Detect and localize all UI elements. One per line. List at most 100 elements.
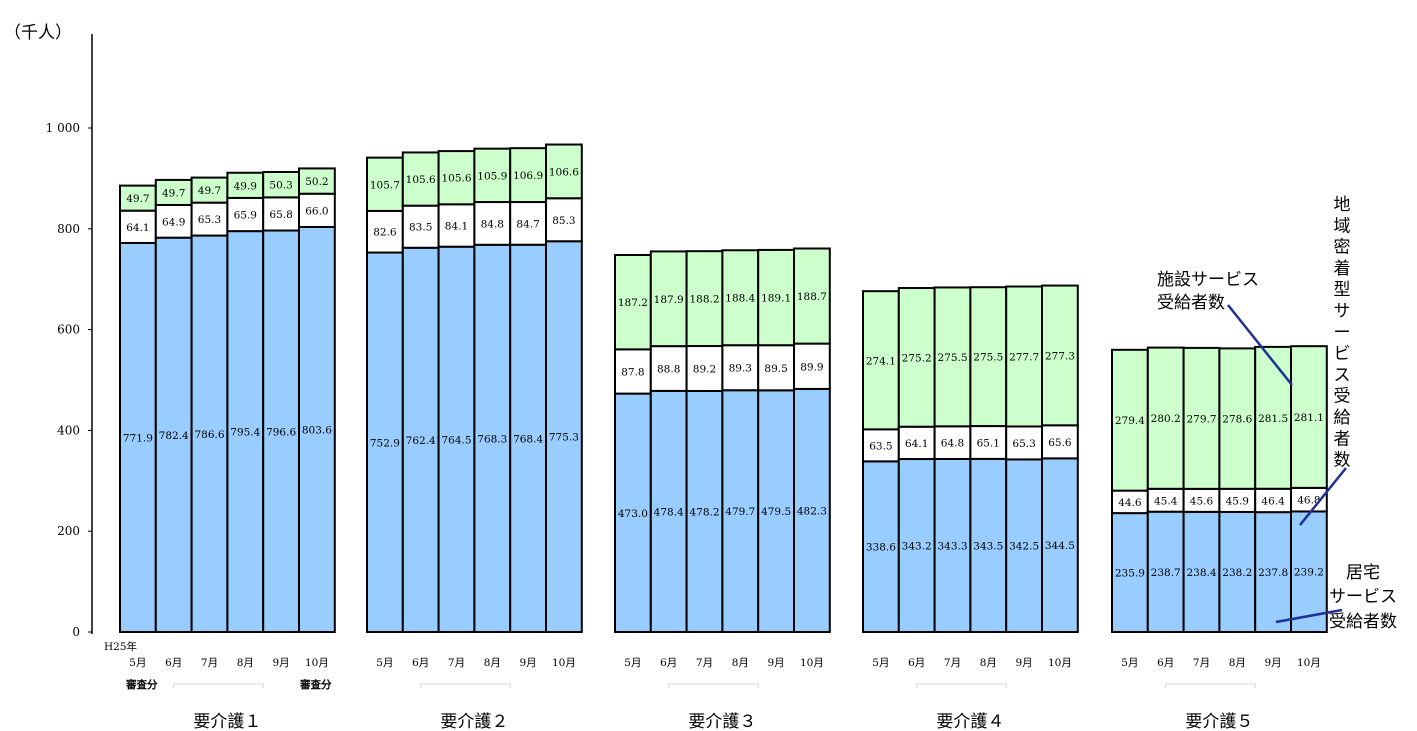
data-label-community: 63.5 <box>869 440 892 452</box>
annotation-community-char: 地 <box>1334 195 1351 215</box>
x-tick-label: 6月 <box>660 657 677 669</box>
bar-segment-facility <box>1146 346 1185 490</box>
data-label-facility: 105.9 <box>477 170 507 182</box>
bar-segment-community <box>862 428 900 463</box>
bar-segment-home <box>437 245 476 634</box>
bar-segment-home <box>969 457 1008 633</box>
bar-segment-community <box>401 204 440 249</box>
x-tick-label: 9月 <box>768 657 785 669</box>
bar-segment-facility <box>1218 347 1257 490</box>
bar-segment-home <box>757 389 796 633</box>
y-tick-label: 0 <box>72 625 80 639</box>
data-label-facility: 188.2 <box>689 294 719 306</box>
data-label-home: 482.3 <box>797 505 827 517</box>
bar-segment-home <box>933 457 972 633</box>
annotation-community-char: 者 <box>1334 429 1351 449</box>
x-tick-label: 5月 <box>129 657 146 669</box>
bar-segment-home <box>473 243 512 633</box>
data-label-community: 44.6 <box>1118 497 1142 509</box>
annotation-community-char: 着 <box>1334 259 1351 279</box>
data-label-home: 238.2 <box>1222 567 1252 579</box>
bar-segment-facility <box>119 184 157 212</box>
data-label-community: 65.3 <box>198 214 221 226</box>
y-tick-label: 1 000 <box>46 121 80 135</box>
data-label-home: 478.2 <box>689 506 719 518</box>
bar-segment-facility <box>509 147 548 204</box>
bar-segment-facility <box>685 250 724 348</box>
data-label-community: 84.8 <box>481 218 504 230</box>
bar-segment-facility <box>401 151 440 207</box>
data-label-home: 238.7 <box>1151 567 1181 579</box>
group-bracket <box>1165 683 1256 688</box>
data-label-facility: 278.6 <box>1222 414 1252 426</box>
x-tick-label: 10月 <box>800 657 824 669</box>
x-tick-label: 7月 <box>201 657 218 669</box>
data-label-facility: 50.2 <box>305 176 328 188</box>
annotation-community-char: 給 <box>1334 408 1351 428</box>
data-label-community: 84.7 <box>516 218 539 230</box>
data-label-community: 46.4 <box>1261 495 1285 507</box>
data-label-home: 343.2 <box>902 541 932 553</box>
note-first: 審査分 <box>125 678 158 691</box>
bar-segment-home <box>401 246 440 633</box>
data-label-home: 479.5 <box>761 506 791 518</box>
data-label-facility: 50.3 <box>269 180 292 192</box>
x-tick-label: 5月 <box>376 657 393 669</box>
bar-segment-home <box>1146 510 1185 633</box>
x-tick-label: 9月 <box>520 657 537 669</box>
x-tick-label: 8月 <box>484 657 501 669</box>
data-label-facility: 188.7 <box>797 291 827 303</box>
data-label-community: 65.1 <box>977 437 1000 449</box>
data-label-home: 235.9 <box>1115 568 1145 580</box>
bar-segment-facility <box>1254 345 1292 490</box>
annotation-community-char: 数 <box>1334 451 1351 471</box>
data-label-home: 343.3 <box>937 540 967 552</box>
x-tick-label: 6月 <box>412 657 429 669</box>
x-tick-label: 7月 <box>1193 657 1210 669</box>
y-axis: （千人） 0 200 400 600 800 1 000 <box>4 23 93 639</box>
bar-segment-community <box>366 209 404 254</box>
data-label-facility: 49.7 <box>198 185 221 197</box>
x-tick-label: 7月 <box>944 657 961 669</box>
note-last: 審査分 <box>299 678 332 691</box>
data-label-home: 343.5 <box>973 540 1003 552</box>
data-label-facility: 49.7 <box>126 193 149 205</box>
annotation-community-char: 型 <box>1334 280 1351 300</box>
data-label-home: 764.5 <box>441 434 471 446</box>
y-tick-label: 800 <box>57 222 80 236</box>
group-label: 要介護１ <box>193 712 261 731</box>
data-label-community: 87.8 <box>621 366 644 378</box>
data-label-home: 237.8 <box>1258 567 1288 579</box>
group-label: 要介護３ <box>688 712 756 731</box>
bar-segment-community <box>933 425 972 460</box>
bar-segment-community <box>473 201 512 246</box>
data-label-community: 83.5 <box>409 222 432 234</box>
data-label-facility: 275.5 <box>973 352 1003 364</box>
year-label: H25年 <box>104 640 137 653</box>
x-tick-label: 5月 <box>624 657 641 669</box>
annotation-facility-line1: 施設サービス <box>1157 270 1259 290</box>
x-tick-label: 8月 <box>237 657 254 669</box>
data-label-community: 64.1 <box>905 438 928 450</box>
bar-segment-home <box>545 240 583 633</box>
data-label-facility: 105.7 <box>370 179 400 191</box>
data-label-facility: 280.2 <box>1151 413 1181 425</box>
data-label-home: 782.4 <box>159 430 189 442</box>
x-tick-label: 6月 <box>1157 657 1174 669</box>
bar-segment-home <box>862 460 900 634</box>
group-bracket <box>668 683 759 688</box>
bar-segment-home <box>298 225 336 633</box>
bar-segment-facility <box>473 147 512 204</box>
data-label-community: 88.8 <box>657 364 680 376</box>
data-label-community: 82.6 <box>373 227 397 239</box>
y-tick-label: 400 <box>57 423 80 437</box>
y-axis-unit-label: （千人） <box>4 23 72 43</box>
data-label-community: 45.6 <box>1190 495 1214 507</box>
bar-segment-home <box>1041 457 1079 634</box>
annotation-home-line1: 居宅 <box>1346 563 1380 583</box>
group-label: 要介護５ <box>1185 712 1253 731</box>
bar-segment-facility <box>298 167 336 195</box>
x-tick-label: 10月 <box>1048 657 1072 669</box>
annotation-community-char: ー <box>1334 323 1351 343</box>
